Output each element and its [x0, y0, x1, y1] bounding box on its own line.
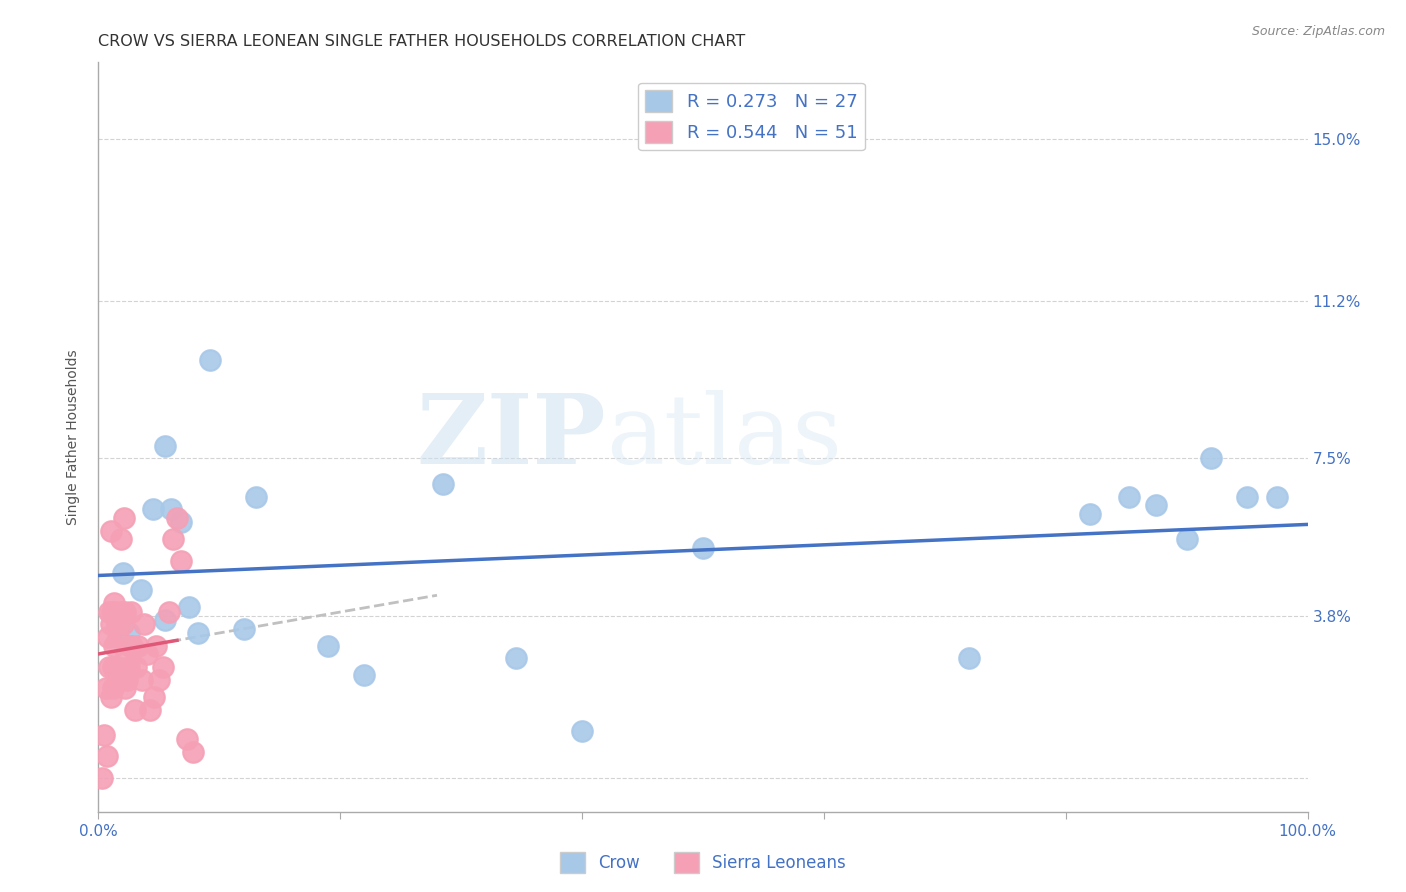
Point: [957, 651, 980, 665]
Point: [153, 439, 176, 453]
Point: [108, 617, 131, 632]
Point: [117, 673, 139, 687]
Point: [232, 622, 254, 636]
Point: [100, 617, 122, 632]
Point: [169, 515, 191, 529]
Point: [118, 639, 141, 653]
Point: [125, 660, 148, 674]
Point: [111, 617, 134, 632]
Point: [100, 605, 122, 619]
Point: [134, 617, 156, 632]
Point: [110, 605, 132, 619]
Y-axis label: Single Father Households: Single Father Households: [66, 350, 80, 524]
Point: [162, 533, 184, 547]
Point: [1146, 498, 1168, 512]
Point: [118, 626, 141, 640]
Point: [692, 541, 714, 555]
Point: [142, 502, 165, 516]
Point: [105, 617, 128, 632]
Point: [245, 490, 267, 504]
Point: [118, 660, 141, 674]
Point: [145, 639, 167, 653]
Point: [1267, 490, 1289, 504]
Point: [1199, 451, 1222, 466]
Point: [100, 690, 122, 704]
Point: [114, 681, 136, 696]
Point: [176, 732, 198, 747]
Point: [96, 749, 118, 764]
Point: [166, 511, 188, 525]
Point: [187, 626, 209, 640]
Point: [114, 605, 136, 619]
Point: [98, 660, 121, 674]
Point: [181, 745, 204, 759]
Point: [153, 613, 176, 627]
Point: [316, 639, 339, 653]
Point: [1175, 533, 1198, 547]
Legend: Crow, Sierra Leoneans: Crow, Sierra Leoneans: [554, 846, 852, 880]
Point: [148, 673, 170, 687]
Point: [198, 353, 221, 368]
Text: CROW VS SIERRA LEONEAN SINGLE FATHER HOUSEHOLDS CORRELATION CHART: CROW VS SIERRA LEONEAN SINGLE FATHER HOU…: [98, 34, 745, 49]
Point: [98, 605, 121, 619]
Point: [115, 647, 138, 661]
Point: [103, 639, 125, 653]
Point: [124, 702, 146, 716]
Point: [143, 690, 166, 704]
Point: [353, 668, 375, 682]
Point: [157, 605, 180, 619]
Point: [135, 647, 157, 661]
Point: [432, 476, 454, 491]
Point: [94, 681, 117, 696]
Point: [97, 630, 120, 644]
Point: [179, 600, 201, 615]
Point: [107, 630, 129, 644]
Point: [93, 728, 115, 742]
Legend: R = 0.273   N = 27, R = 0.544   N = 51: R = 0.273 N = 27, R = 0.544 N = 51: [638, 83, 865, 150]
Point: [105, 660, 128, 674]
Point: [108, 673, 131, 687]
Point: [160, 502, 183, 516]
Point: [91, 771, 114, 785]
Point: [112, 511, 135, 525]
Point: [121, 639, 143, 653]
Point: [129, 583, 152, 598]
Point: [104, 605, 127, 619]
Point: [1078, 507, 1101, 521]
Point: [103, 596, 125, 610]
Point: [100, 524, 122, 538]
Point: [505, 651, 527, 665]
Point: [139, 702, 162, 716]
Point: [110, 533, 132, 547]
Point: [152, 660, 174, 674]
Point: [131, 673, 153, 687]
Point: [111, 566, 134, 581]
Point: [169, 553, 191, 567]
Point: [120, 605, 142, 619]
Text: Source: ZipAtlas.com: Source: ZipAtlas.com: [1251, 25, 1385, 38]
Point: [101, 660, 124, 674]
Text: ZIP: ZIP: [416, 390, 606, 484]
Text: atlas: atlas: [606, 390, 842, 484]
Point: [107, 673, 129, 687]
Point: [127, 639, 149, 653]
Point: [1236, 490, 1258, 504]
Point: [571, 723, 593, 738]
Point: [1118, 490, 1140, 504]
Point: [101, 681, 124, 696]
